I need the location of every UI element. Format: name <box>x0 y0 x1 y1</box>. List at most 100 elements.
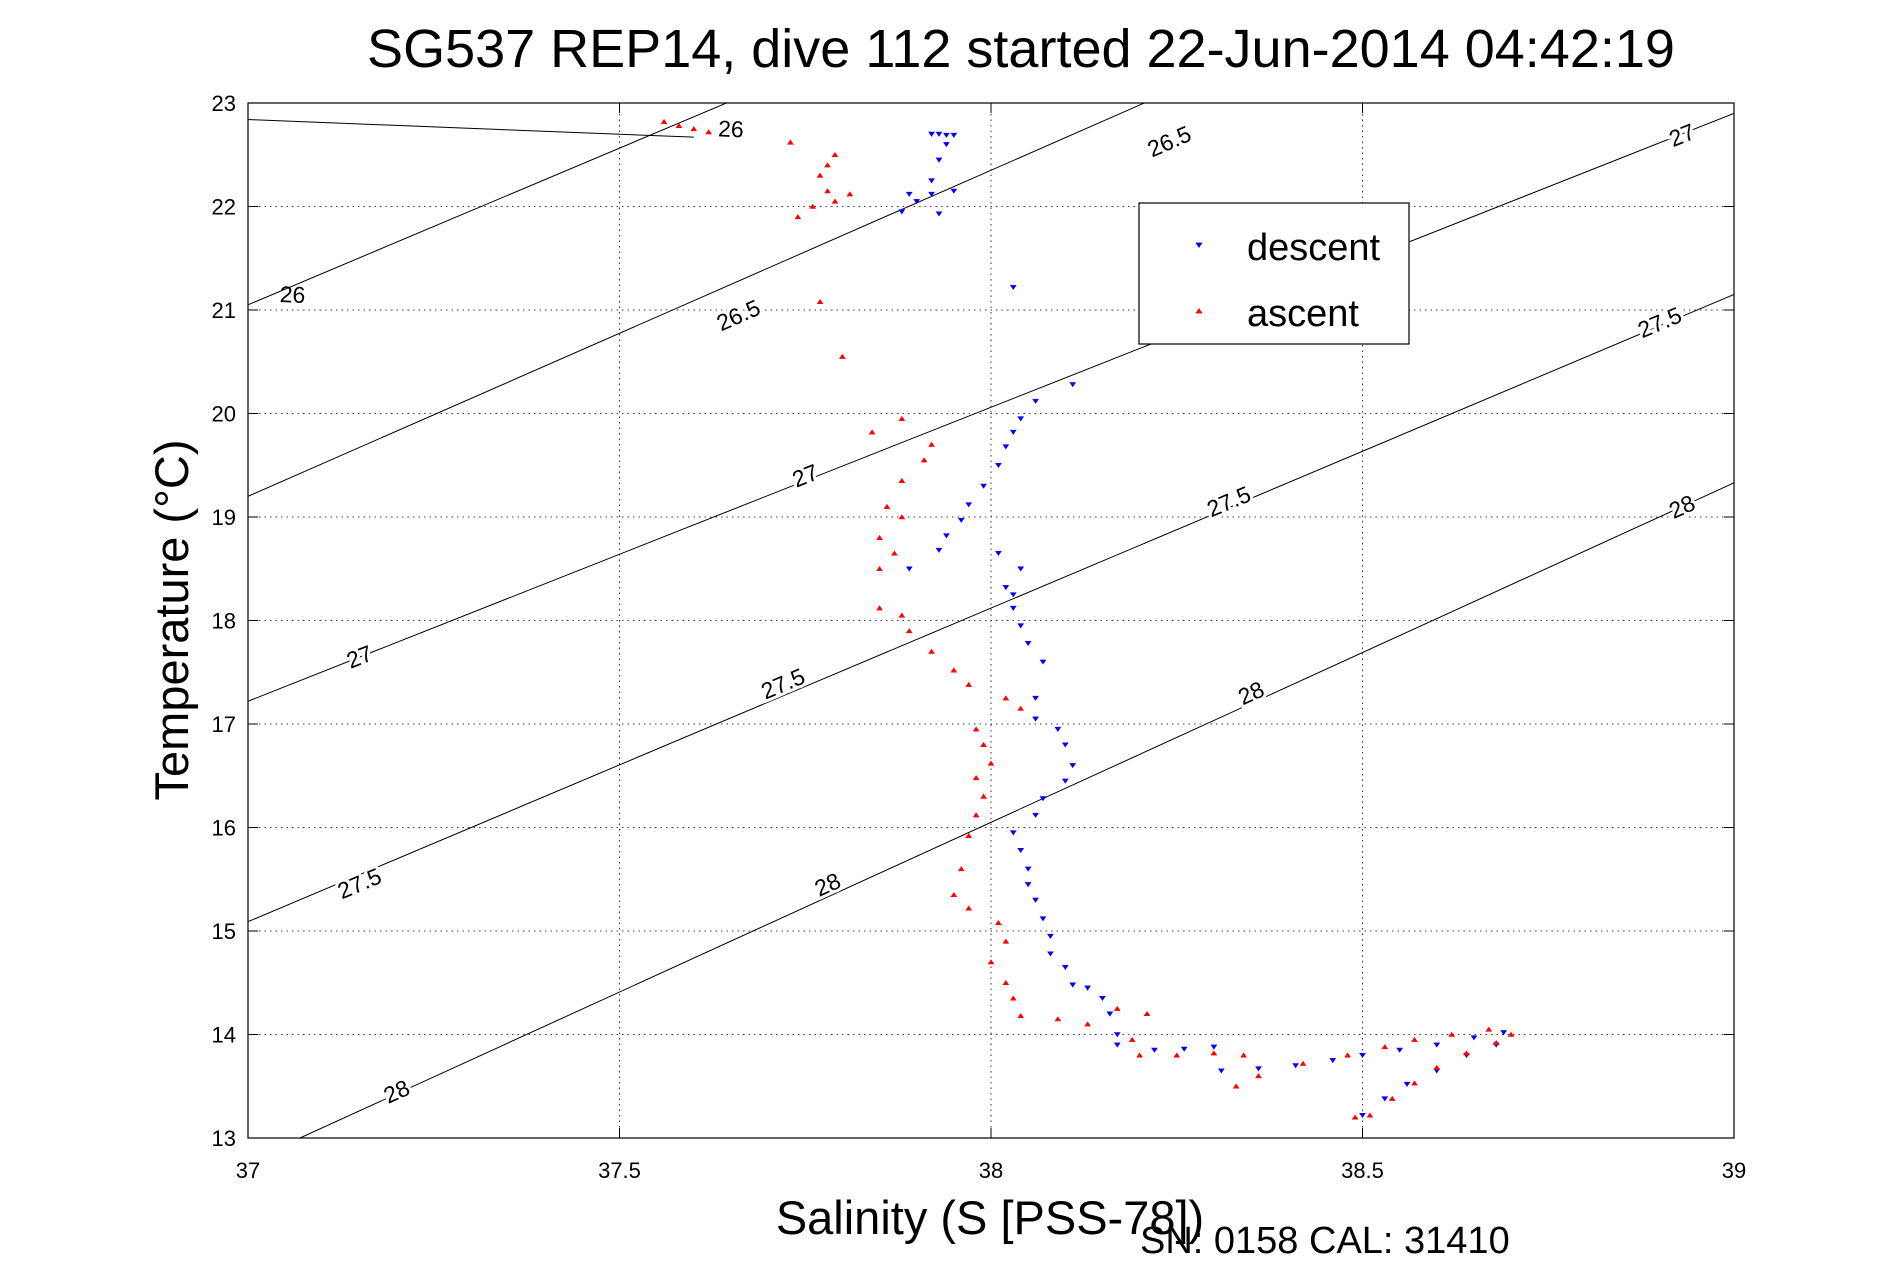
descent-point <box>1113 1032 1121 1038</box>
descent-point <box>943 132 950 138</box>
ascent-point <box>1299 1060 1307 1066</box>
ascent-point <box>1054 1016 1062 1022</box>
descent-point <box>1032 716 1039 722</box>
legend-label-ascent: ascent <box>1247 293 1359 335</box>
ascent-point <box>1351 1114 1359 1120</box>
ascent-point <box>1002 938 1010 944</box>
descent-point <box>1061 742 1069 748</box>
descent-point <box>1047 951 1054 957</box>
legend-box <box>1138 202 1410 345</box>
descent-point <box>1433 1042 1441 1048</box>
contour-label: 28 <box>380 1074 414 1108</box>
descent-point <box>1106 1011 1114 1017</box>
descent-point <box>1039 796 1047 802</box>
descent-point <box>1292 1063 1299 1069</box>
ascent-point <box>898 477 906 484</box>
descent-point <box>1009 284 1017 291</box>
descent-point <box>1381 1096 1389 1102</box>
ascent-point <box>787 139 794 145</box>
ascent-point <box>831 151 839 158</box>
contour-label: 28 <box>1234 676 1268 710</box>
ascent-point <box>1411 1036 1418 1042</box>
descent-point <box>1032 897 1039 903</box>
ascent-point <box>898 415 906 421</box>
ascent-point <box>1255 1073 1262 1079</box>
ascent-point <box>905 628 913 634</box>
contour-label: 26.5 <box>1144 120 1195 162</box>
ascent-point <box>1143 1011 1151 1017</box>
descent-point <box>1210 1044 1218 1050</box>
ascent-point <box>898 514 906 520</box>
axis-ticks: 37 37.5 38 38.5 39 13 14 15 16 17 18 19 20 21 22 23 <box>212 91 1747 1183</box>
descent-point <box>1403 1081 1411 1087</box>
descent-point <box>1151 1047 1158 1053</box>
ascent-point <box>1113 1005 1121 1011</box>
ascent-point <box>980 741 987 747</box>
descent-point <box>898 209 906 215</box>
ascent-point <box>1388 1095 1396 1101</box>
descent-point <box>1009 592 1017 598</box>
x-tick-label: 37.5 <box>598 1158 641 1183</box>
descent-point <box>1069 763 1077 769</box>
descent-point <box>928 178 935 184</box>
descent-point <box>935 211 943 217</box>
ascent-point <box>1366 1112 1374 1118</box>
descent-point <box>1396 1047 1404 1053</box>
ascent-point <box>995 919 1002 925</box>
ascent-point <box>809 203 817 209</box>
descent-point <box>980 483 987 489</box>
y-axis-label: Temperature (°C) <box>145 440 198 801</box>
descent-point <box>1024 866 1032 872</box>
ascent-point <box>1084 1021 1091 1027</box>
ascent-point <box>1448 1031 1456 1037</box>
descent-point <box>905 566 913 572</box>
contour-label: 26.5 <box>713 294 764 336</box>
ascent-point <box>1128 1036 1136 1042</box>
descent-point <box>995 462 1002 469</box>
descent-point <box>1470 1035 1478 1041</box>
ascent-point <box>831 198 839 204</box>
y-tick-label: 16 <box>212 816 236 841</box>
ascent-point <box>980 793 987 799</box>
descent-point <box>965 502 973 508</box>
descent-point <box>1061 778 1069 784</box>
contour-line-26-5 <box>248 103 1146 497</box>
descent-point <box>1359 1052 1366 1058</box>
x-tick-label: 37 <box>236 1158 260 1183</box>
grid <box>248 103 1734 1138</box>
contour-label: 27.5 <box>757 663 808 704</box>
ascent-point <box>794 214 802 220</box>
descent-point <box>1113 1042 1121 1048</box>
x-tick-label: 38.5 <box>1341 1158 1384 1183</box>
descent-point <box>905 191 913 197</box>
descent-point <box>1047 933 1054 939</box>
ascent-point <box>876 534 883 540</box>
contour-line-27-5 <box>248 294 1734 923</box>
ascent-point <box>868 429 876 435</box>
ascent-point <box>1232 1083 1240 1089</box>
contour-label: 27 <box>343 640 376 674</box>
ascent-point <box>950 667 958 673</box>
ascent-point <box>1433 1064 1441 1070</box>
ascent-point <box>816 172 824 178</box>
ascent-point <box>1002 979 1010 986</box>
contour-label: 27 <box>789 459 822 493</box>
ascent-point <box>987 959 995 965</box>
descent-point <box>1009 605 1017 611</box>
ascent-point <box>950 891 958 898</box>
serial-calibration-text: SN: 0158 CAL: 31410 <box>1140 1220 1510 1262</box>
descent-point <box>1009 429 1017 435</box>
y-tick-label: 15 <box>212 919 236 944</box>
descent-point <box>1017 623 1025 629</box>
descent-point <box>1017 416 1025 422</box>
descent-point <box>1069 382 1077 388</box>
y-tick-label: 17 <box>212 712 236 737</box>
contour-label: 26 <box>279 281 306 308</box>
ascent-point <box>1210 1050 1218 1056</box>
descent-point <box>935 157 943 163</box>
descent-point <box>913 199 921 205</box>
ascent-point <box>965 832 973 839</box>
descent-point <box>950 132 958 138</box>
contour-line-26 <box>248 119 694 138</box>
y-tick-label: 18 <box>212 609 236 634</box>
